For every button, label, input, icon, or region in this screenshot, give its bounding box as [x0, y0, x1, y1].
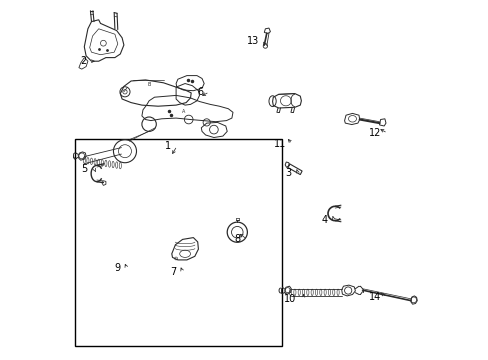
Text: 10: 10: [284, 294, 296, 304]
Text: 7: 7: [169, 267, 176, 277]
Text: 8: 8: [234, 234, 241, 244]
Text: 13: 13: [246, 36, 258, 46]
Text: 12: 12: [368, 128, 381, 138]
Text: 14: 14: [368, 292, 381, 302]
Text: 1: 1: [164, 141, 170, 151]
Text: 4: 4: [321, 215, 326, 225]
Bar: [75, 139, 282, 346]
Text: 2: 2: [80, 56, 86, 66]
Text: 5: 5: [81, 164, 88, 174]
Text: 11: 11: [273, 139, 285, 149]
Text: A: A: [181, 109, 184, 114]
Text: 6: 6: [197, 87, 203, 97]
Text: 3: 3: [285, 168, 291, 178]
Text: B: B: [147, 82, 150, 87]
Text: 9: 9: [114, 263, 120, 273]
